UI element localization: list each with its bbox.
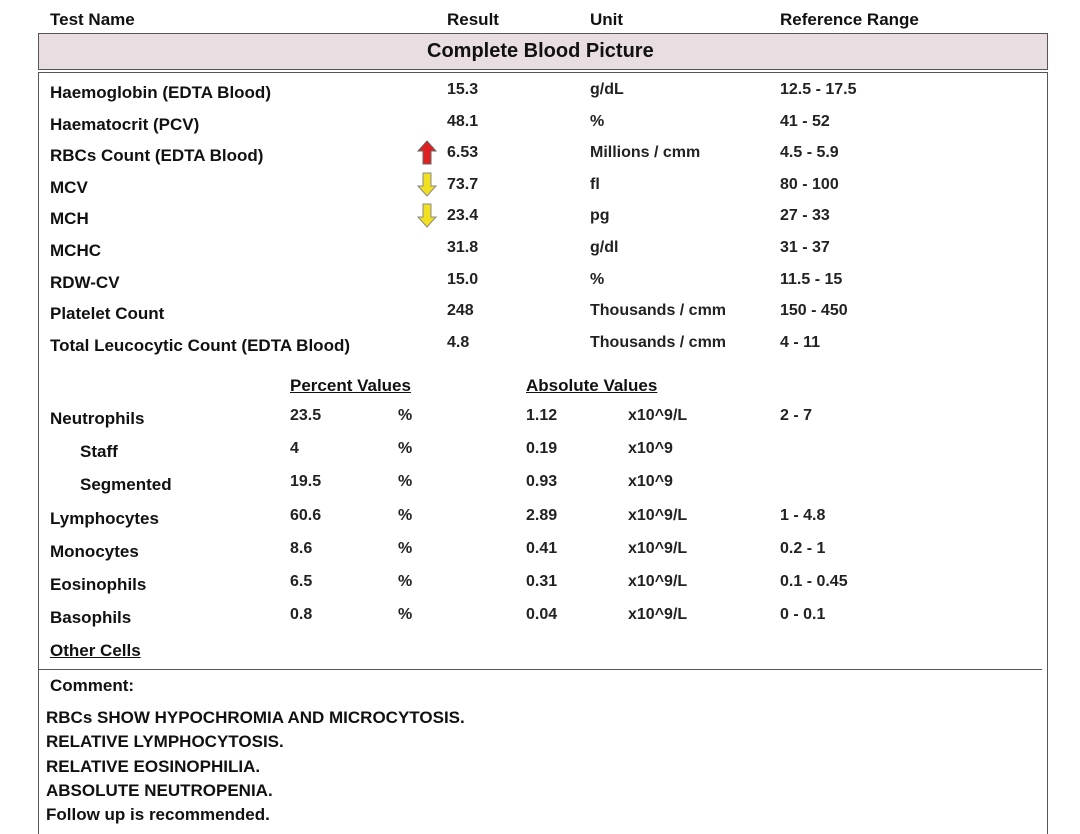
comment-label: Comment:	[50, 676, 135, 695]
column-header: Result	[447, 10, 499, 29]
cell-name: Segmented	[80, 475, 172, 495]
absolute-value: 0.41	[526, 539, 558, 557]
percent-value: 6.5	[290, 573, 313, 590]
absolute-unit: x10^9/L	[628, 606, 688, 624]
test-unit: g/dl	[590, 239, 619, 256]
test-unit: Thousands / cmm	[590, 302, 727, 320]
percent-unit: %	[398, 407, 413, 424]
column-header: Test Name	[50, 10, 135, 29]
percent-unit: %	[398, 506, 413, 524]
percent-value: 8.6	[290, 539, 313, 557]
test-unit: pg	[590, 207, 610, 225]
column-header: Unit	[590, 10, 624, 29]
test-range: 4 - 11	[780, 333, 821, 351]
test-unit: Thousands / cmm	[590, 333, 727, 351]
test-result: 48.1	[447, 112, 479, 130]
cell-range: 1 - 4.8	[780, 506, 826, 524]
comment-line: ABSOLUTE NEUTROPENIA.	[46, 780, 273, 800]
absolute-value: 0.19	[526, 440, 558, 458]
other-cells: Other Cells	[50, 641, 141, 660]
cell-name: Staff	[80, 442, 118, 462]
test-range: 80 - 100	[780, 175, 839, 193]
comment-line: RBCs SHOW HYPOCHROMIA AND MICROCYTOSIS.	[46, 708, 465, 727]
cell-range: 0 - 0.1	[780, 606, 826, 624]
absolute-value: 2.89	[526, 506, 558, 524]
test-result: 6.53	[447, 144, 479, 162]
percent-value: 23.5	[290, 407, 322, 424]
test-unit: g/dL	[590, 81, 624, 98]
test-name: RDW-CV	[50, 272, 120, 292]
flags	[416, 140, 438, 228]
test-name: Haematocrit (PCV)	[50, 114, 200, 134]
absolute-unit: x10^9/L	[628, 506, 688, 524]
percent-unit: %	[398, 573, 413, 590]
test-range: 11.5 - 15	[780, 270, 843, 288]
flag-high	[416, 140, 438, 165]
test-name: MCV	[50, 177, 88, 197]
test-result: 4.8	[447, 333, 470, 351]
absolute-value: 0.04	[526, 606, 558, 624]
test-name: RBCs Count (EDTA Blood)	[50, 146, 264, 166]
test-name: Haemoglobin (EDTA Blood)	[50, 83, 271, 102]
test-unit: %	[590, 112, 605, 130]
cell-range: 0.2 - 1	[780, 539, 826, 557]
test-result: 15.3	[447, 81, 479, 98]
test-range: 27 - 33	[780, 207, 830, 225]
absolute-unit: x10^9	[628, 473, 673, 491]
test-range: 41 - 52	[780, 112, 830, 130]
percent-value: 0.8	[290, 606, 313, 624]
absolute-value: 0.31	[526, 573, 558, 590]
test-result: 31.8	[447, 239, 479, 256]
section-title-box	[38, 33, 1048, 70]
test-range: 12.5 - 17.5	[780, 81, 857, 98]
absolute-unit: x10^9/L	[628, 539, 688, 557]
separator	[38, 669, 1042, 670]
test-result: 248	[447, 302, 474, 320]
section-title: Complete Blood Picture	[427, 40, 654, 62]
percent-header: Percent Values	[290, 376, 411, 395]
cell-name: Neutrophils	[50, 409, 145, 428]
percent-unit: %	[398, 539, 413, 557]
absolute-unit: x10^9/L	[628, 407, 688, 424]
cell-range: 0.1 - 0.45	[780, 573, 848, 590]
test-unit: Millions / cmm	[590, 144, 701, 162]
cell-name: Monocytes	[50, 541, 139, 561]
cell-range: 2 - 7	[780, 407, 813, 424]
percent-value: 19.5	[290, 473, 322, 491]
percent-unit: %	[398, 440, 413, 458]
comment-line: RELATIVE LYMPHOCYTOSIS.	[46, 732, 284, 752]
cell-name: Lymphocytes	[50, 508, 159, 528]
test-name: Platelet Count	[50, 304, 165, 324]
percent-value: 60.6	[290, 506, 322, 524]
test-name: MCH	[50, 209, 89, 229]
test-name: MCHC	[50, 241, 101, 260]
percent-unit: %	[398, 606, 413, 624]
test-name: Total Leucocytic Count (EDTA Blood)	[50, 335, 350, 355]
absolute-unit: x10^9/L	[628, 573, 688, 590]
column-header: Reference Range	[780, 10, 919, 29]
cell-name: Basophils	[50, 608, 132, 628]
cell-name: Eosinophils	[50, 575, 147, 594]
results-box	[38, 72, 1048, 834]
percent-unit: %	[398, 473, 413, 491]
test-result: 23.4	[447, 207, 479, 225]
absolute-value: 0.93	[526, 473, 558, 491]
comment-line: Follow up is recommended.	[46, 805, 270, 825]
absolute-unit: x10^9	[628, 440, 673, 458]
flag-low	[416, 172, 438, 197]
test-range: 31 - 37	[780, 239, 830, 256]
percent-value: 4	[290, 440, 299, 458]
test-result: 15.0	[447, 270, 479, 288]
test-result: 73.7	[447, 175, 479, 193]
absolute-header: Absolute Values	[526, 376, 658, 395]
absolute-value: 1.12	[526, 407, 558, 424]
comment-line: RELATIVE EOSINOPHILIA.	[46, 756, 261, 776]
test-unit: %	[590, 270, 605, 288]
flag-low	[416, 203, 438, 228]
test-range: 150 - 450	[780, 302, 848, 320]
test-unit: fl	[590, 175, 600, 193]
test-range: 4.5 - 5.9	[780, 144, 839, 162]
